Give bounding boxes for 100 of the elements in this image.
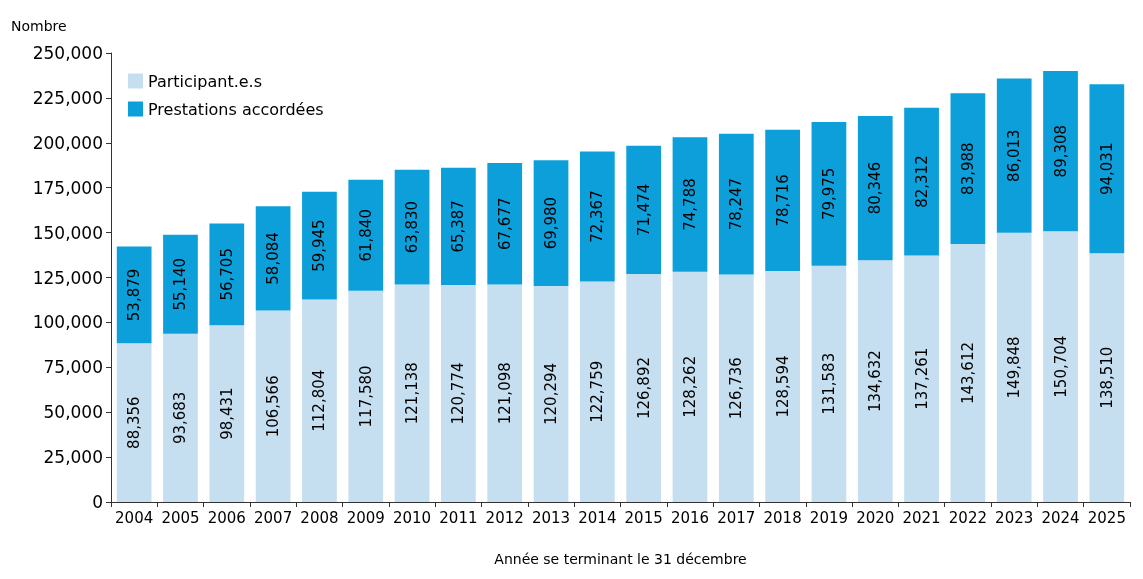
bar	[904, 255, 939, 502]
x-tick-label: 2005	[161, 508, 200, 527]
data-label: 131,583	[819, 352, 838, 415]
bar	[579, 281, 615, 502]
data-label: 67,677	[495, 197, 514, 250]
y-tick-label: 150,000	[32, 222, 103, 243]
data-label: 128,594	[773, 355, 792, 418]
data-label: 61,840	[356, 209, 375, 262]
data-label: 112,804	[310, 369, 329, 432]
bar	[1043, 231, 1078, 502]
bar	[441, 285, 476, 502]
bar	[765, 271, 800, 502]
bar	[811, 265, 847, 502]
data-label: 121,098	[495, 362, 514, 425]
data-label: 94,031	[1097, 142, 1116, 196]
x-tick-label: 2023	[995, 508, 1034, 527]
x-tick-label: 2013	[531, 508, 571, 527]
x-tick-label: 2008	[300, 508, 339, 527]
bar	[672, 137, 708, 272]
bar	[718, 133, 754, 275]
x-tick-label: 2020	[856, 508, 895, 527]
bar	[857, 260, 893, 502]
data-label: 58,084	[264, 232, 283, 285]
bar	[209, 325, 245, 502]
data-label: 78,716	[773, 174, 792, 227]
bar	[672, 271, 708, 502]
data-label: 83,988	[958, 142, 977, 195]
bar	[348, 290, 384, 502]
x-tick-label: 2021	[902, 508, 941, 527]
bar	[1089, 84, 1125, 254]
bar	[1089, 253, 1125, 502]
data-label: 59,945	[310, 219, 329, 272]
bar	[996, 232, 1032, 502]
legend-label: Prestations accordées	[148, 99, 324, 119]
data-label: 134,632	[866, 350, 885, 413]
y-tick-label: 125,000	[32, 267, 103, 288]
y-tick-label: 0	[92, 492, 103, 512]
x-tick-label: 2024	[1041, 508, 1080, 527]
bar	[765, 129, 800, 272]
data-label: 80,346	[866, 161, 885, 215]
bar	[718, 274, 754, 502]
data-label: 78,247	[727, 177, 746, 231]
y-tick-label: 75,000	[43, 357, 103, 378]
x-tick-label: 2016	[670, 508, 710, 527]
x-axis-title: Année se terminant le 31 décembre	[494, 551, 747, 567]
data-label: 120,774	[449, 362, 468, 425]
data-label: 150,704	[1051, 335, 1070, 398]
bar	[163, 333, 198, 502]
x-tick-label: 2006	[207, 508, 246, 527]
data-label: 117,580	[356, 365, 375, 428]
y-tick-label: 200,000	[32, 132, 103, 153]
data-label: 74,788	[680, 178, 699, 231]
bar	[579, 151, 615, 282]
data-label: 72,367	[588, 190, 607, 243]
data-label: 137,261	[912, 347, 931, 410]
bar	[163, 234, 198, 334]
bar	[950, 93, 986, 245]
data-label: 98,431	[217, 387, 236, 440]
data-label: 89,308	[1051, 124, 1070, 178]
x-tick-label: 2015	[624, 508, 663, 527]
data-label: 106,566	[264, 375, 283, 438]
x-tick-label: 2019	[809, 508, 849, 527]
data-label: 128,262	[680, 355, 699, 418]
data-label: 65,387	[449, 200, 468, 253]
bar	[533, 285, 569, 502]
data-label: 126,736	[727, 357, 746, 420]
data-label: 63,830	[403, 200, 422, 254]
bar	[116, 246, 152, 344]
x-tick-label: 2007	[254, 508, 293, 527]
bar	[904, 107, 939, 256]
y-tick-label: 50,000	[43, 402, 103, 423]
x-tick-label: 2017	[717, 508, 756, 527]
data-label: 55,140	[171, 257, 190, 311]
bar	[950, 244, 986, 502]
y-axis-title: Nombre	[11, 18, 67, 34]
bar	[1043, 70, 1078, 232]
data-label: 122,759	[588, 360, 607, 423]
bar	[857, 115, 893, 261]
bar	[533, 160, 569, 286]
bar	[394, 284, 430, 502]
x-tick-label: 2022	[948, 508, 987, 527]
data-label: 79,975	[819, 167, 838, 221]
bar	[441, 167, 476, 286]
data-label: 120,294	[542, 362, 561, 425]
y-tick-label: 100,000	[32, 312, 103, 333]
bar	[811, 122, 847, 266]
y-tick-label: 225,000	[32, 87, 103, 108]
y-tick-label: 250,000	[32, 43, 103, 63]
bar	[487, 162, 523, 285]
x-tick-label: 2011	[439, 508, 478, 527]
x-tick-label: 2010	[392, 508, 432, 527]
data-label: 121,138	[403, 362, 422, 425]
bar	[626, 145, 662, 275]
bar	[302, 299, 337, 502]
x-tick-label: 2012	[485, 508, 524, 527]
y-tick-label: 175,000	[32, 177, 103, 198]
bar	[487, 284, 523, 502]
bar	[209, 223, 245, 326]
legend-label: Participant.e.s	[148, 71, 262, 91]
bar	[348, 179, 384, 291]
